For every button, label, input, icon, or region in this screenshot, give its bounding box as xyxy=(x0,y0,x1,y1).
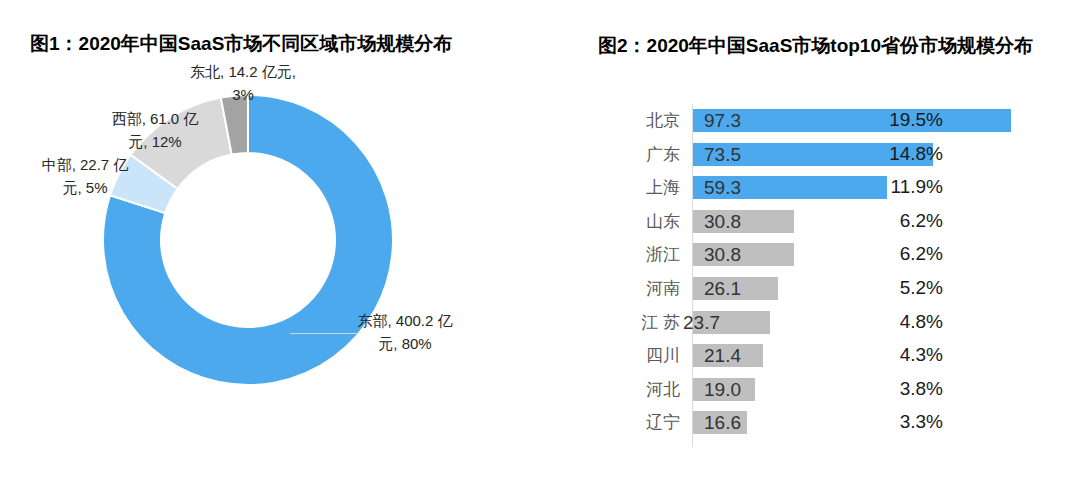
donut-label-line: 元, 5% xyxy=(0,176,235,199)
donut-label-line: 中部, 22.7 亿 xyxy=(0,153,235,176)
donut-label-line: 元, 80% xyxy=(255,332,555,355)
bar-value-label: 19.0 xyxy=(704,378,741,401)
bar-percent-label: 14.8% xyxy=(813,142,943,165)
donut-label-东部: 东部, 400.2 亿元, 80% xyxy=(255,309,555,355)
fig2-title: 图2：2020年中国SaaS市场top10省份市场规模分布 xyxy=(598,33,1033,59)
bar-value-label: 30.8 xyxy=(704,243,741,266)
bar-percent-label: 4.8% xyxy=(813,310,943,333)
donut-label-东北: 东北, 14.2 亿元,3% xyxy=(93,60,393,106)
donut-label-line: 3% xyxy=(93,83,393,106)
bar-percent-label: 3.3% xyxy=(813,410,943,433)
bar-value-label: 59.3 xyxy=(704,176,741,199)
report-two-charts: 图1：2020年中国SaaS市场不同区域市场规模分布 东部, 400.2 亿元,… xyxy=(0,0,1080,478)
donut-label-line: 东北, 14.2 亿元, xyxy=(93,60,393,83)
bar-percent-label: 4.3% xyxy=(813,343,943,366)
donut-label-line: 东部, 400.2 亿 xyxy=(255,309,555,332)
bar-category-label: 辽宁 xyxy=(550,411,680,434)
bar-category-label: 浙江 xyxy=(550,243,680,266)
donut-label-中部: 中部, 22.7 亿元, 5% xyxy=(0,153,235,199)
bar-category-label: 广东 xyxy=(550,143,680,166)
bar-value-label: 97.3 xyxy=(704,109,741,132)
bar-percent-label: 6.2% xyxy=(813,242,943,265)
bar-value-label: 23.7 xyxy=(683,311,720,334)
bar-value-label: 21.4 xyxy=(704,344,741,367)
bar-value-label: 26.1 xyxy=(704,277,741,300)
bar-value-label: 73.5 xyxy=(704,143,741,166)
bar-percent-label: 19.5% xyxy=(813,108,943,131)
bar-value-label: 30.8 xyxy=(704,210,741,233)
bar-percent-label: 3.8% xyxy=(813,377,943,400)
donut-label-line: 元, 12% xyxy=(5,130,305,153)
bar-category-label: 北京 xyxy=(550,109,680,132)
bar-percent-label: 5.2% xyxy=(813,276,943,299)
bar-value-label: 16.6 xyxy=(704,411,741,434)
bar-category-label: 四川 xyxy=(550,344,680,367)
bar-percent-label: 11.9% xyxy=(813,175,943,198)
donut-label-西部: 西部, 61.0 亿元, 12% xyxy=(5,107,305,153)
bar-category-label: 江 苏 xyxy=(550,311,680,334)
bar-category-label: 河南 xyxy=(550,277,680,300)
bar-percent-label: 6.2% xyxy=(813,209,943,232)
bar-category-label: 山东 xyxy=(550,210,680,233)
donut-label-line: 西部, 61.0 亿 xyxy=(5,107,305,130)
bar-category-label: 上海 xyxy=(550,176,680,199)
bar-category-label: 河北 xyxy=(550,378,680,401)
